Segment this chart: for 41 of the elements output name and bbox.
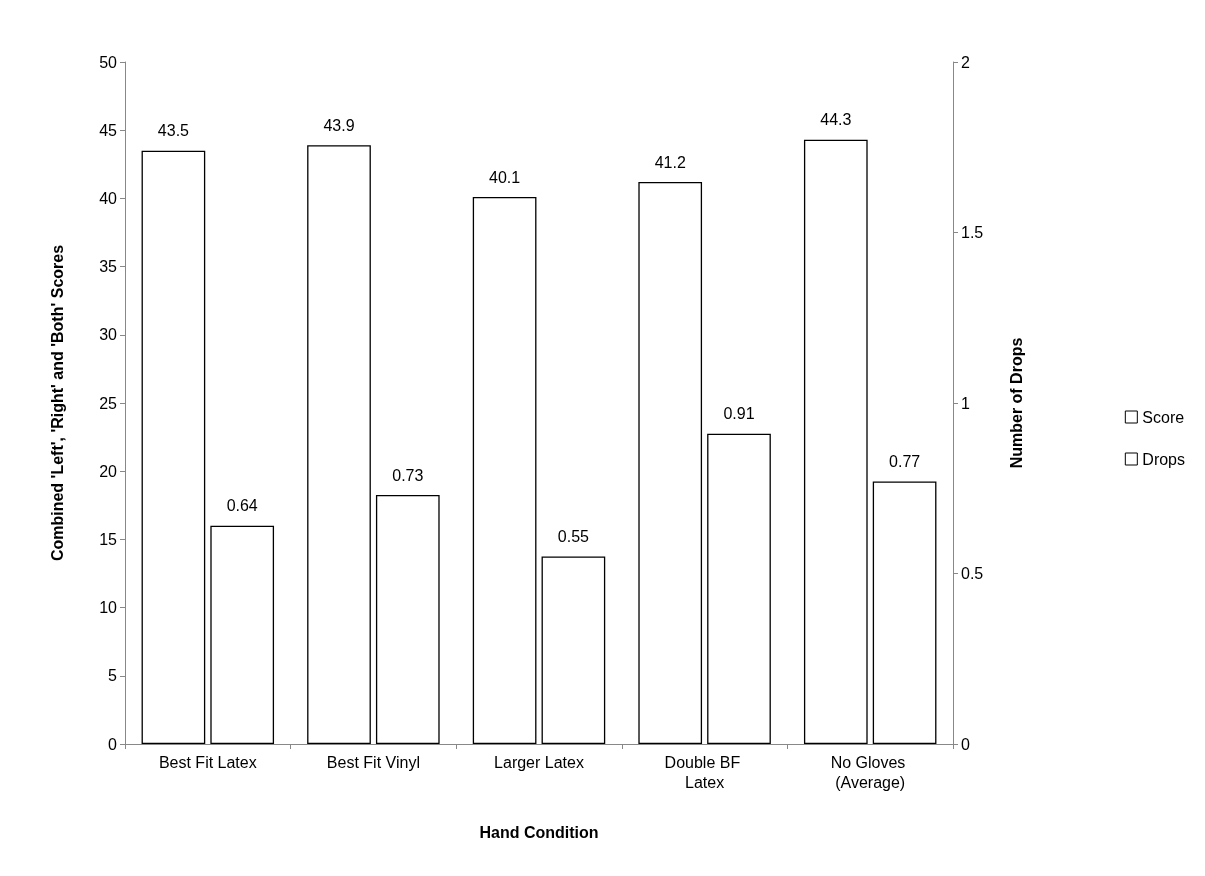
data-label: 0.55 [557, 527, 590, 545]
y-tick-label: 5 [108, 667, 118, 685]
bar [210, 525, 275, 744]
y-tick-label: 30 [99, 326, 118, 344]
y2-tick-label: 0.5 [961, 565, 984, 582]
x-tick-label: Double BF Latex [664, 753, 745, 791]
data-label: 0.77 [889, 452, 921, 470]
y-tick-label: 35 [99, 258, 118, 276]
legend-label: Score [1142, 408, 1185, 426]
y2-tick-label: 0 [961, 735, 970, 753]
data-label: 0.64 [226, 497, 258, 515]
y-tick-label: 40 [99, 189, 118, 207]
data-label: 43.5 [157, 122, 190, 140]
y-tick-label: 20 [99, 462, 118, 480]
x-tick-label: Larger Latex [494, 753, 584, 771]
data-label: 43.9 [323, 116, 355, 134]
data-label: 0.91 [723, 405, 755, 423]
y-tick-label: 0 [108, 735, 118, 753]
y-tick-label: 45 [99, 121, 118, 139]
legend-label: Drops [1142, 450, 1186, 468]
x-tick-label: Best Fit Latex [158, 753, 257, 771]
y-tick-label: 25 [99, 394, 118, 412]
bar [541, 556, 606, 744]
y2-tick-label: 2 [961, 53, 970, 71]
y-tick-label: 10 [99, 599, 118, 617]
data-label: 44.3 [820, 111, 852, 129]
data-label: 0.73 [392, 466, 424, 484]
y2-tick-label: 1 [961, 394, 970, 412]
y-axis-title: Combined 'Left', 'Right' and 'Both' Scores [48, 244, 66, 562]
bar [375, 495, 440, 744]
bar [707, 433, 771, 744]
y2-axis-title: Number of Drops [1007, 337, 1025, 469]
x-axis-title: Hand Condition [479, 823, 599, 841]
x-tick-label: Best Fit Vinyl [326, 753, 420, 771]
y-tick-label: 50 [99, 53, 118, 71]
data-label: 41.2 [654, 153, 686, 171]
bar [872, 481, 937, 744]
data-label: 40.1 [489, 168, 521, 186]
y-tick-label: 15 [99, 530, 118, 548]
y2-tick-label: 1.5 [961, 224, 984, 241]
x-tick-label: No Gloves (Average) [830, 753, 910, 791]
